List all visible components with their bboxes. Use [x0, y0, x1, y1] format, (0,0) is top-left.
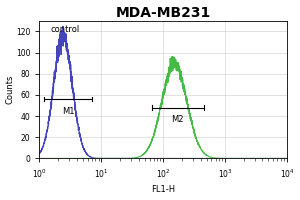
Text: control: control [50, 25, 80, 34]
Title: MDA-MB231: MDA-MB231 [116, 6, 211, 20]
X-axis label: FL1-H: FL1-H [151, 185, 175, 194]
Y-axis label: Counts: Counts [6, 75, 15, 104]
Text: M1: M1 [62, 107, 74, 116]
Text: M2: M2 [171, 115, 184, 124]
